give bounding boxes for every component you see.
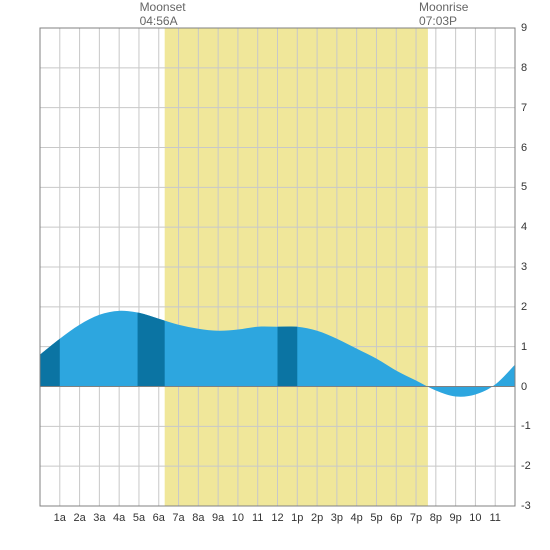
x-tick-label: 11	[489, 512, 500, 524]
moon-event-label: Moonset04:56A	[140, 0, 186, 29]
x-tick-label: 6a	[153, 512, 165, 524]
x-tick-label: 7p	[410, 512, 422, 524]
x-tick-label: 5p	[370, 512, 382, 524]
x-tick-label: 1p	[291, 512, 303, 524]
y-tick-label: 8	[521, 62, 527, 74]
x-tick-label: 4a	[113, 512, 125, 524]
x-tick-label: 11	[252, 512, 263, 524]
x-tick-label: 7a	[172, 512, 184, 524]
x-tick-label: 9a	[212, 512, 224, 524]
x-tick-label: 12	[271, 512, 283, 524]
y-tick-label: 1	[521, 341, 527, 353]
y-tick-label: 7	[521, 102, 527, 114]
y-tick-label: -1	[521, 420, 531, 432]
x-tick-label: 10	[469, 512, 481, 524]
y-tick-label: -3	[521, 500, 531, 512]
x-tick-label: 3p	[331, 512, 343, 524]
moon-event-time: 07:03P	[419, 14, 468, 28]
y-tick-label: 2	[521, 301, 527, 313]
y-tick-label: -2	[521, 460, 531, 472]
moon-event-label: Moonrise07:03P	[419, 0, 468, 29]
y-tick-label: 9	[521, 22, 527, 34]
moon-event-time: 04:56A	[140, 14, 186, 28]
x-tick-label: 9p	[450, 512, 462, 524]
x-tick-label: 4p	[351, 512, 363, 524]
y-tick-label: 4	[521, 221, 527, 233]
y-tick-label: 6	[521, 142, 527, 154]
tide-chart: 1a2a3a4a5a6a7a8a9a1011121p2p3p4p5p6p7p8p…	[0, 0, 550, 550]
x-tick-label: 10	[232, 512, 244, 524]
x-tick-label: 5a	[133, 512, 145, 524]
moon-event-name: Moonrise	[419, 0, 468, 14]
x-tick-label: 2p	[311, 512, 323, 524]
x-tick-label: 8p	[430, 512, 442, 524]
y-tick-label: 0	[521, 381, 527, 393]
x-tick-label: 2a	[73, 512, 85, 524]
y-tick-label: 3	[521, 261, 527, 273]
x-tick-label: 3a	[93, 512, 105, 524]
x-tick-label: 6p	[390, 512, 402, 524]
x-tick-label: 8a	[192, 512, 204, 524]
chart-svg	[0, 0, 550, 550]
moon-event-name: Moonset	[140, 0, 186, 14]
y-tick-label: 5	[521, 181, 527, 193]
x-tick-label: 1a	[54, 512, 66, 524]
